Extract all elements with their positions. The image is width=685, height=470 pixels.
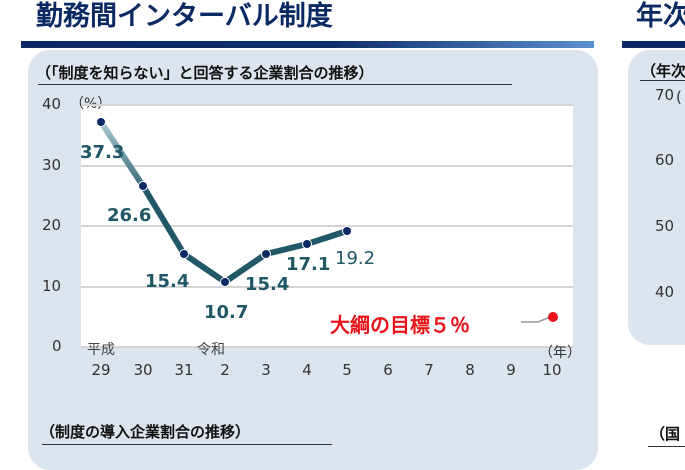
x-axis-unit: （年）: [539, 345, 581, 361]
right-chart-title-underline: [640, 80, 685, 81]
data-label: 26.6: [107, 205, 152, 226]
section-heading-annual-leave: 年次: [636, 1, 685, 32]
x-tick: 5: [342, 361, 352, 379]
gridlines: [81, 104, 573, 348]
bottom-subtitle-underline: [42, 444, 332, 445]
y-tick-20: 20: [42, 216, 62, 234]
era-label-reiwa: 令和: [197, 342, 225, 358]
right-bottom-subtitle: （国: [650, 425, 681, 443]
right-chart-title: （年次: [641, 62, 685, 80]
data-label: 37.3: [80, 142, 125, 163]
data-label: 15.4: [245, 274, 290, 295]
x-tick: 8: [465, 361, 475, 379]
x-tick: 9: [506, 361, 516, 379]
x-tick: 30: [133, 361, 153, 379]
y-tick-40: 40: [42, 95, 62, 113]
data-label: 19.2: [335, 248, 376, 269]
right-y-tick-60: 60: [655, 151, 675, 169]
x-tick: 7: [424, 361, 434, 379]
x-tick: 29: [91, 361, 111, 379]
x-tick: 4: [302, 361, 312, 379]
right-y-tick-50: 50: [655, 217, 675, 235]
line-chart: [81, 104, 573, 348]
data-label: 10.7: [204, 302, 249, 323]
y-tick-10: 10: [42, 277, 62, 295]
y-tick-30: 30: [42, 156, 62, 174]
bottom-subtitle: （制度の導入企業割合の推移）: [40, 423, 251, 441]
chart-panel-right: [628, 50, 685, 345]
chart-title: （「制度を知らない」と回答する企業割合の推移）: [36, 64, 374, 82]
right-y-unit: (: [676, 88, 682, 106]
x-tick: 6: [383, 361, 393, 379]
x-tick: 31: [174, 361, 194, 379]
heading-underline-bar-right: [622, 41, 685, 48]
section-heading-interval-system: 勤務間インターバル制度: [36, 1, 333, 32]
x-tick: 2: [220, 361, 230, 379]
heading-underline-bar: [21, 41, 594, 48]
data-label: 15.4: [145, 271, 190, 292]
y-tick-0: 0: [52, 337, 62, 355]
right-y-tick-40: 40: [655, 283, 675, 301]
right-bottom-subtitle-underline: [648, 446, 685, 447]
x-tick: 3: [261, 361, 271, 379]
era-label-heisei: 平成: [87, 342, 115, 358]
x-tick: 10: [542, 361, 562, 379]
data-label: 17.1: [286, 254, 331, 275]
target-annotation: 大綱の目標５％: [330, 313, 470, 337]
right-y-tick-70: 70: [655, 86, 675, 104]
chart-title-underline: [38, 84, 512, 85]
